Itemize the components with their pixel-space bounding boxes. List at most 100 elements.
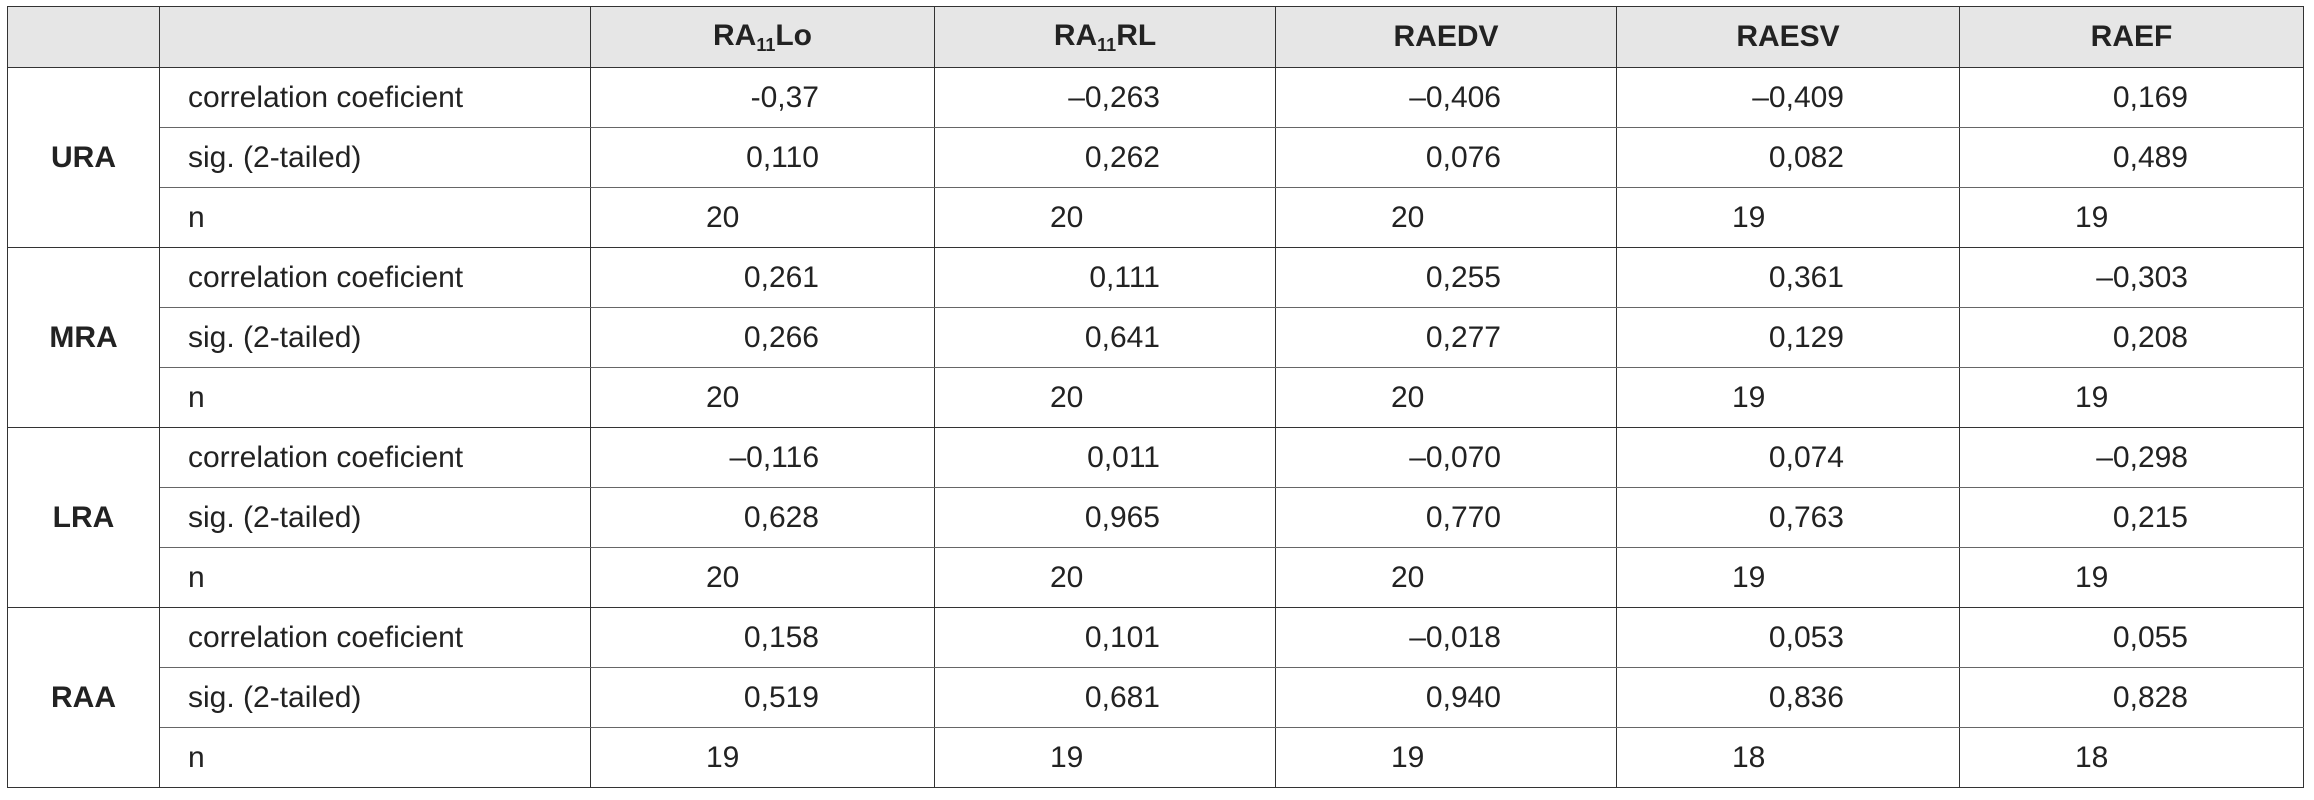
value-cell: 0,055 <box>1959 607 2304 668</box>
value-cell: 0,255 <box>1275 247 1617 308</box>
value-cell: 0,215 <box>1959 487 2304 548</box>
row-label: n <box>159 367 591 428</box>
table-row: n 20 20 20 19 19 <box>8 547 2304 608</box>
value-cell: 0,770 <box>1275 487 1617 548</box>
column-header: RAEF <box>1959 6 2304 68</box>
value-cell: 0,129 <box>1616 307 1960 368</box>
value-cell: 19 <box>934 727 1276 788</box>
table-row: sig. (2-tailed) 0,110 0,262 0,076 0,082 0,489 <box>8 127 2304 188</box>
column-header: RA11Lo <box>590 6 935 68</box>
group-name: MRA <box>7 247 160 428</box>
value-cell: 0,082 <box>1616 127 1960 188</box>
table-row: n 20 20 20 19 19 <box>8 187 2304 248</box>
value-cell: 20 <box>1275 547 1617 608</box>
row-label: correlation coeficient <box>159 607 591 668</box>
value-cell: 0,158 <box>590 607 935 668</box>
value-cell: 0,489 <box>1959 127 2304 188</box>
value-cell: 0,011 <box>934 427 1276 488</box>
header-subscript: 11 <box>1097 34 1117 55</box>
value-cell: –0,409 <box>1616 67 1960 128</box>
header-main: RAEDV <box>1393 20 1499 53</box>
value-cell: 18 <box>1959 727 2304 788</box>
value-cell: -0,37 <box>590 67 935 128</box>
table-row: sig. (2-tailed) 0,266 0,641 0,277 0,129 0,208 <box>8 307 2304 368</box>
value-cell: 0,628 <box>590 487 935 548</box>
header-tail: Lo <box>775 18 813 52</box>
table-row: sig. (2-tailed) 0,628 0,965 0,770 0,763 0,215 <box>8 487 2304 548</box>
value-cell: –0,263 <box>934 67 1276 128</box>
value-cell: 19 <box>1275 727 1617 788</box>
row-label: n <box>159 727 591 788</box>
column-header: RAESV <box>1616 6 1960 68</box>
value-cell: 20 <box>590 187 935 248</box>
value-cell: –0,406 <box>1275 67 1617 128</box>
header-main: RAEF <box>2090 20 2173 53</box>
value-cell: 0,681 <box>934 667 1276 728</box>
group-name: RAA <box>7 607 160 788</box>
value-cell: 0,836 <box>1616 667 1960 728</box>
value-cell: 0,262 <box>934 127 1276 188</box>
row-label: correlation coeficient <box>159 427 591 488</box>
value-cell: 0,519 <box>590 667 935 728</box>
column-header: RAEDV <box>1275 6 1617 68</box>
value-cell: 0,266 <box>590 307 935 368</box>
value-cell: 19 <box>590 727 935 788</box>
correlation-table: RA11Lo RA11RL RAEDV RAESV RAEF URA correlatio… <box>7 6 2304 788</box>
value-cell: 0,208 <box>1959 307 2304 368</box>
value-cell: 20 <box>590 547 935 608</box>
value-cell: 0,111 <box>934 247 1276 308</box>
value-cell: 0,641 <box>934 307 1276 368</box>
value-cell: 0,053 <box>1616 607 1960 668</box>
value-cell: 20 <box>1275 367 1617 428</box>
row-label: correlation coeficient <box>159 67 591 128</box>
table-row: LRA correlation coeficient –0,116 0,011 –0,0… <box>7 427 2304 608</box>
row-label: sig. (2-tailed) <box>159 127 591 188</box>
value-cell: 19 <box>1959 547 2304 608</box>
value-cell: 0,828 <box>1959 667 2304 728</box>
value-cell: –0,116 <box>590 427 935 488</box>
value-cell: –0,070 <box>1275 427 1617 488</box>
value-cell: 20 <box>590 367 935 428</box>
value-cell: 18 <box>1616 727 1960 788</box>
value-cell: 19 <box>1616 547 1960 608</box>
table-row: sig. (2-tailed) 0,519 0,681 0,940 0,836 0,828 <box>8 667 2304 728</box>
row-label: n <box>159 187 591 248</box>
row-label: n <box>159 547 591 608</box>
value-cell: –0,298 <box>1959 427 2304 488</box>
value-cell: 0,076 <box>1275 127 1617 188</box>
value-cell: 20 <box>934 187 1276 248</box>
value-cell: 0,965 <box>934 487 1276 548</box>
table-body: URA correlation coeficient -0,37 –0,263 –0,4… <box>7 67 2304 788</box>
header-main: RA <box>1053 18 1098 52</box>
value-cell: 0,940 <box>1275 667 1617 728</box>
table-row: n 19 19 19 18 18 <box>8 727 2304 788</box>
value-cell: –0,303 <box>1959 247 2304 308</box>
table-row: RAA correlation coeficient 0,158 0,101 –0,01… <box>7 607 2304 788</box>
value-cell: 19 <box>1959 187 2304 248</box>
header-subscript: 11 <box>756 34 776 55</box>
table-row: n 20 20 20 19 19 <box>8 367 2304 428</box>
value-cell: 0,763 <box>1616 487 1960 548</box>
value-cell: –0,018 <box>1275 607 1617 668</box>
value-cell: 0,074 <box>1616 427 1960 488</box>
value-cell: 0,110 <box>590 127 935 188</box>
value-cell: 0,361 <box>1616 247 1960 308</box>
value-cell: 19 <box>1616 187 1960 248</box>
column-header: RA11RL <box>934 6 1276 68</box>
corner-cell <box>7 6 160 68</box>
value-cell: 0,277 <box>1275 307 1617 368</box>
table-row: MRA correlation coeficient 0,261 0,111 0,255… <box>7 247 2304 428</box>
header-tail: RL <box>1116 18 1157 52</box>
row-label: sig. (2-tailed) <box>159 307 591 368</box>
row-label: sig. (2-tailed) <box>159 487 591 548</box>
value-cell: 20 <box>934 367 1276 428</box>
value-cell: 0,169 <box>1959 67 2304 128</box>
header-row: RA11Lo RA11RL RAEDV RAESV RAEF <box>7 6 2304 68</box>
group-name: LRA <box>7 427 160 608</box>
header-main: RAESV <box>1736 20 1840 53</box>
corner-cell <box>159 6 591 68</box>
row-label: correlation coeficient <box>159 247 591 308</box>
value-cell: 20 <box>934 547 1276 608</box>
table-row: URA correlation coeficient -0,37 –0,263 –0,4… <box>7 67 2304 248</box>
